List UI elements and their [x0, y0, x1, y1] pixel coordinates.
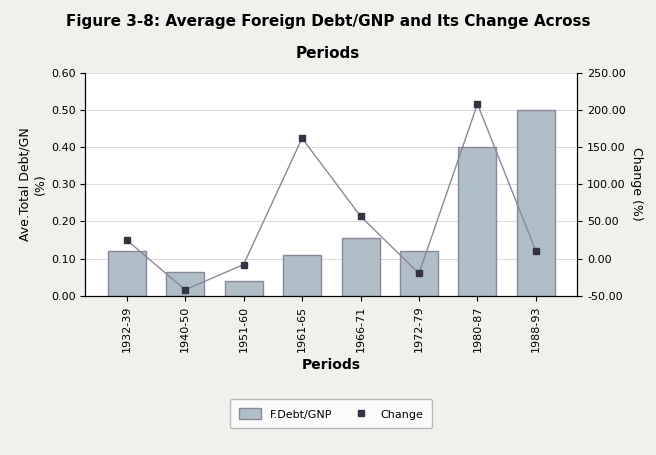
Legend: F.Debt/GNP, Change: F.Debt/GNP, Change: [230, 399, 432, 429]
Bar: [224, 281, 262, 296]
Bar: [108, 251, 146, 296]
Y-axis label: Change (%): Change (%): [630, 147, 643, 221]
Bar: [283, 255, 321, 296]
Text: Periods: Periods: [296, 46, 360, 61]
Text: Figure 3-8: Average Foreign Debt/GNP and Its Change Across: Figure 3-8: Average Foreign Debt/GNP and…: [66, 14, 590, 29]
Bar: [342, 238, 380, 296]
Bar: [400, 251, 438, 296]
Y-axis label: Ave.Total Debt/GN
(%): Ave.Total Debt/GN (%): [18, 127, 47, 241]
X-axis label: Periods: Periods: [302, 358, 361, 372]
Bar: [166, 272, 204, 296]
Bar: [459, 147, 497, 296]
Bar: [517, 110, 555, 296]
